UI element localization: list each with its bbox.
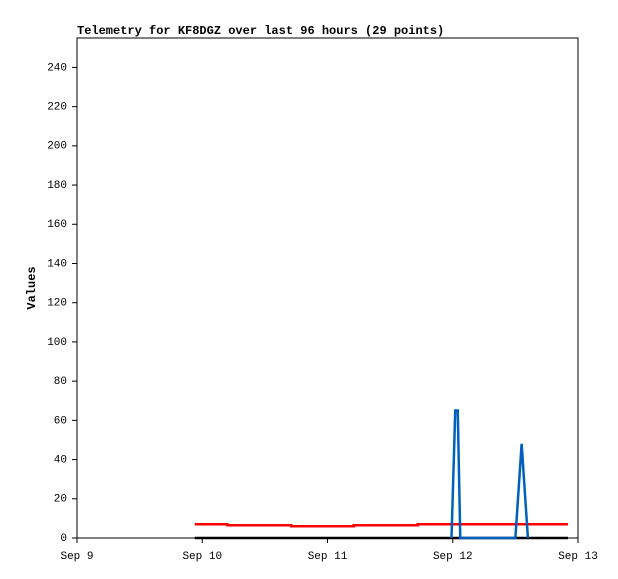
- y-tick-label: 220: [47, 102, 67, 114]
- y-axis-label: Values: [25, 266, 39, 309]
- y-tick-label: 60: [54, 415, 67, 427]
- y-tick-label: 20: [54, 494, 67, 506]
- x-tick-label: Sep 12: [433, 551, 473, 563]
- x-tick-label: Sep 13: [558, 551, 598, 563]
- y-tick-label: 80: [54, 376, 67, 388]
- y-tick-label: 100: [47, 337, 67, 349]
- x-tick-label: Sep 9: [60, 551, 93, 563]
- x-tick-label: Sep 11: [308, 551, 348, 563]
- plot-frame: [76, 37, 579, 539]
- y-tick-label: 240: [47, 62, 67, 74]
- y-tick-label: 160: [47, 219, 67, 231]
- series-line: [450, 409, 530, 540]
- y-tick-label: 0: [60, 533, 67, 545]
- series-line: [194, 523, 568, 528]
- x-tick-label: Sep 10: [182, 551, 222, 563]
- y-tick-label: 140: [47, 258, 67, 270]
- y-tick-label: 200: [47, 141, 67, 153]
- chart-title: Telemetry for KF8DGZ over last 96 hours …: [77, 24, 444, 38]
- y-tick-label: 40: [54, 454, 67, 466]
- y-tick-label: 180: [47, 180, 67, 192]
- y-tick-label: 120: [47, 298, 67, 310]
